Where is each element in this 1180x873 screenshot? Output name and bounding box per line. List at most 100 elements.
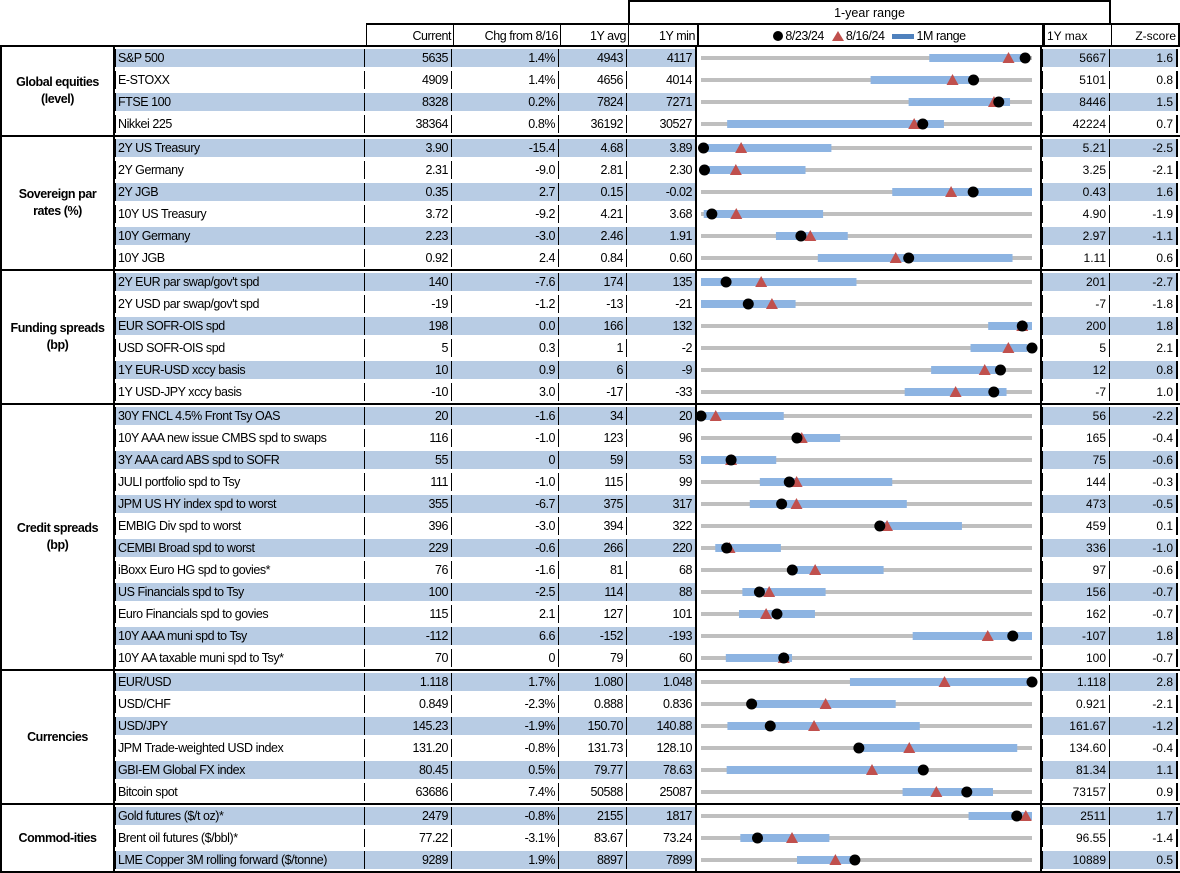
range-chart-cell (695, 181, 1042, 203)
current-marker (721, 542, 733, 554)
current-value: 3.72 (364, 205, 451, 223)
current-marker (994, 364, 1006, 376)
change-value: -0.6 (451, 539, 558, 557)
one-year-min: 135 (626, 273, 695, 291)
table-row: USD SOFR-OIS spd 5 0.3 1 -2 5 2.1 (115, 337, 1180, 359)
row-name: Nikkei 225 (115, 115, 364, 133)
current-value: 8328 (364, 93, 451, 111)
table-row: 30Y FNCL 4.5% Front Tsy OAS 20 -1.6 34 20 56-… (115, 405, 1180, 427)
prior-marker (730, 208, 743, 219)
one-year-min: 73.24 (626, 829, 695, 847)
current-value: 1.118 (364, 673, 451, 691)
range-chart (701, 208, 1032, 220)
row-name: iBoxx Euro HG spd to govies* (115, 561, 364, 579)
current-value: 2479 (364, 807, 451, 825)
one-year-min: 7899 (626, 851, 695, 869)
prior-marker (755, 276, 768, 287)
one-year-range-line (701, 346, 1032, 350)
range-chart-cell (695, 849, 1042, 871)
z-score: 1.7 (1109, 807, 1178, 825)
table-row: 10Y US Treasury 3.72 -9.2 4.21 3.68 4.90 -1.9 (115, 203, 1180, 225)
one-year-max: 12 (1042, 361, 1109, 379)
current-value: 396 (364, 517, 451, 535)
change-value: -9.2 (451, 205, 558, 223)
one-year-max: 161.67 (1042, 717, 1109, 735)
range-chart (701, 764, 1032, 776)
one-year-range-line (701, 56, 1032, 60)
one-year-avg: 4.21 (558, 205, 626, 223)
prior-marker (760, 608, 773, 619)
z-score: -0.4 (1109, 739, 1178, 757)
range-chart-cell (695, 603, 1042, 625)
one-month-range-bar (701, 166, 806, 174)
current-value: 3.90 (364, 139, 451, 157)
current-value: 20 (364, 407, 451, 425)
one-year-avg: 34 (558, 407, 626, 425)
header-z: Z-score (1111, 25, 1180, 47)
current-marker (993, 96, 1005, 108)
change-value: 3.0 (451, 383, 558, 401)
one-year-avg: 2.46 (558, 227, 626, 245)
one-year-range-line (701, 234, 1032, 238)
row-name: USD SOFR-OIS spd (115, 339, 364, 357)
one-year-range-line (701, 524, 1032, 528)
z-score: 1.1 (1109, 761, 1178, 779)
change-value: 0.2% (451, 93, 558, 111)
one-year-min: 1.91 (626, 227, 695, 245)
one-year-avg: 266 (558, 539, 626, 557)
one-year-max: 165 (1042, 429, 1109, 447)
one-year-min: 0.836 (626, 695, 695, 713)
table-row: S&P 500 5635 1.4% 4943 4117 5667 1.6 (115, 47, 1180, 69)
one-month-range-bar (759, 478, 893, 486)
prior-marker (1002, 52, 1015, 63)
one-year-min: 68 (626, 561, 695, 579)
current-marker (720, 276, 732, 288)
header-current: Current (366, 25, 453, 47)
range-chart-cell (695, 359, 1042, 381)
table-row: Euro Financials spd to govies 115 2.1 127 10… (115, 603, 1180, 625)
change-value: -2.3% (451, 695, 558, 713)
range-chart (701, 364, 1032, 376)
range-chart (701, 342, 1038, 354)
one-year-max: 1.118 (1042, 673, 1109, 691)
one-year-max: 96.55 (1042, 829, 1109, 847)
one-year-avg: 4656 (558, 71, 626, 89)
one-month-range-bar (858, 744, 1018, 752)
current-marker (968, 74, 980, 86)
one-month-range-bar (988, 322, 1032, 330)
z-score: -0.7 (1109, 649, 1178, 667)
range-chart-cell (695, 493, 1042, 515)
one-month-range-bar (701, 278, 857, 286)
current-value: 80.45 (364, 761, 451, 779)
chart-legend: 8/23/24 8/16/24 1M range (697, 25, 1044, 47)
current-marker (764, 720, 776, 732)
table-group: Funding spreads (bp) 2Y EUR par swap/gov'… (0, 269, 1180, 403)
range-chart (701, 698, 1032, 710)
group-rows: 30Y FNCL 4.5% Front Tsy OAS 20 -1.6 34 20 56-… (115, 405, 1180, 669)
one-year-range-line (701, 656, 1032, 660)
one-year-range-line (701, 168, 1032, 172)
one-year-range-line (701, 302, 1032, 306)
one-year-avg: 8897 (558, 851, 626, 869)
header-chg: Chg from 8/16 (453, 25, 560, 47)
one-year-avg: 114 (558, 583, 626, 601)
change-value: 0.8% (451, 115, 558, 133)
current-value: 5635 (364, 49, 451, 67)
row-name: EMBIG Div spd to worst (115, 517, 364, 535)
table-row: Nikkei 225 38364 0.8% 36192 30527 42224 0.7 (115, 113, 1180, 135)
one-year-max: 459 (1042, 517, 1109, 535)
one-year-min: -33 (626, 383, 695, 401)
one-year-min: 3.89 (626, 139, 695, 157)
one-year-max: 0.921 (1042, 695, 1109, 713)
one-year-min: 4117 (626, 49, 695, 67)
table-group: Credit spreads (bp) 30Y FNCL 4.5% Front T… (0, 403, 1180, 669)
row-name: LME Copper 3M rolling forward ($/tonne) (115, 851, 364, 869)
one-year-avg: 166 (558, 317, 626, 335)
table-row: 1Y EUR-USD xccy basis 10 0.9 6 -9 12 0.8 (115, 359, 1180, 381)
range-chart (701, 832, 1032, 844)
table-row: Bitcoin spot 63686 7.4% 50588 25087 73157 0.9 (115, 781, 1180, 803)
one-year-avg: -17 (558, 383, 626, 401)
z-score: -0.7 (1109, 605, 1178, 623)
change-value: 0.9 (451, 361, 558, 379)
one-year-avg: 50588 (558, 783, 626, 801)
